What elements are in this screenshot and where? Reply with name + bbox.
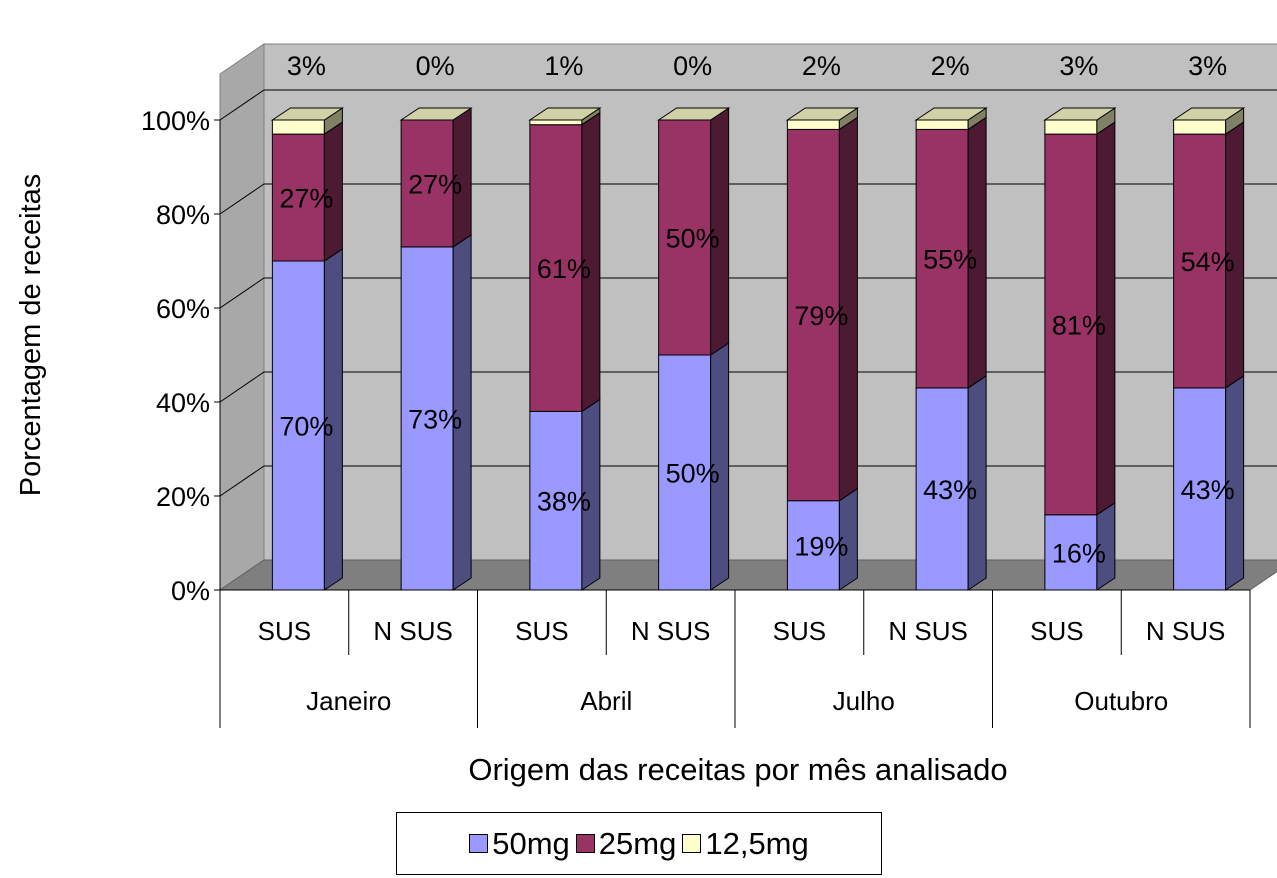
bar-top (528, 107, 602, 121)
bar-segment (786, 128, 840, 502)
bar-top (1171, 107, 1246, 121)
x-axis-title: Origem das receitas por mês analisado (468, 752, 1007, 787)
data-label: 0% (673, 51, 712, 81)
bar-segment (271, 133, 325, 262)
data-label: 38% (537, 487, 591, 517)
data-label: 43% (1181, 475, 1235, 505)
y-tick-label: 100% (141, 106, 210, 136)
plot-background (218, 43, 1277, 591)
side-wall (219, 43, 265, 591)
bar-top (270, 107, 345, 121)
x-tick-label: N SUS (1146, 616, 1225, 646)
data-label: 70% (279, 412, 333, 442)
x-group-label: Abril (580, 686, 632, 716)
bar-segment (529, 119, 583, 126)
bar-segment (786, 119, 840, 130)
legend-label-25mg: 25mg (598, 825, 677, 861)
bar-segment (1173, 133, 1227, 389)
x-tick-label: SUS (515, 616, 568, 646)
legend-swatch-25mg (575, 834, 595, 853)
data-label: 43% (923, 475, 977, 505)
legend-item-12-5mg: 12,5mg (682, 825, 809, 862)
y-tick-label: 20% (156, 482, 210, 512)
x-tick-label: N SUS (888, 616, 967, 646)
data-label: 3% (287, 51, 326, 81)
data-label: 27% (279, 184, 333, 214)
data-label: 50% (666, 459, 720, 489)
bar-segment (1173, 119, 1227, 135)
data-label: 1% (544, 51, 583, 81)
legend-item-50mg: 50mg (469, 826, 570, 862)
bar-segment (529, 410, 583, 591)
bar-segment (1044, 119, 1098, 135)
data-label: 0% (416, 51, 455, 81)
x-tick-label: SUS (1030, 616, 1083, 646)
data-label: 3% (1059, 51, 1098, 81)
bar-top (399, 107, 473, 121)
bar-segment (786, 500, 840, 591)
legend-item-25mg: 25mg (575, 825, 677, 862)
x-tick-label: SUS (773, 616, 826, 646)
data-label: 73% (408, 404, 462, 434)
data-label: 50% (666, 224, 720, 254)
legend-swatch-50mg (469, 834, 489, 853)
y-tick-label: 60% (156, 294, 210, 324)
data-label: 81% (1052, 310, 1106, 340)
bar-segment (915, 128, 969, 389)
x-tick-label: N SUS (373, 616, 452, 646)
bar-top (656, 107, 731, 121)
axes: 0% 20% 40% 60% 80% 100% SUS N SUS SUS N SUS SUS N S… (141, 106, 1251, 728)
bars (270, 107, 1246, 591)
bar-segment (400, 119, 454, 248)
data-label: 16% (1052, 538, 1106, 568)
bar-segment (271, 119, 325, 135)
x-tick-label: N SUS (631, 616, 710, 646)
data-label: 54% (1181, 247, 1235, 277)
data-labels: 70% 27% 3% 73% 27% 0% 38% 61% 1% 50% 50% 0% 19% 79% 2%… (279, 51, 1234, 568)
bar-top (785, 107, 860, 121)
x-group-label: Outubro (1074, 686, 1168, 716)
y-tick-label: 0% (171, 576, 210, 606)
bar-top (1043, 107, 1117, 121)
data-label: 19% (794, 531, 848, 561)
legend-label-50mg: 50mg (492, 825, 570, 861)
legend-swatch-12-5mg (682, 834, 702, 853)
data-label: 61% (537, 254, 591, 284)
data-label: 3% (1188, 51, 1227, 81)
data-label: 55% (923, 245, 977, 275)
x-tick-label: SUS (258, 616, 311, 646)
gridline (219, 89, 1277, 121)
y-axis-title: Porcentagem de receitas (15, 174, 47, 496)
legend: 50mg 25mg 12,5mg (396, 812, 882, 875)
x-group-label: Julho (833, 686, 895, 716)
x-group-label: Janeiro (306, 686, 391, 716)
legend-label-12-5mg: 12,5mg (705, 825, 809, 861)
bar-segment (915, 387, 969, 591)
bar-segment (400, 246, 454, 591)
data-label: 27% (408, 169, 462, 199)
y-tick-label: 80% (156, 200, 210, 230)
data-label: 2% (931, 51, 970, 81)
data-label: 79% (794, 301, 848, 331)
bar-top (914, 107, 988, 121)
bar-segment (915, 119, 969, 130)
data-label: 2% (802, 51, 841, 81)
floor (218, 559, 1277, 591)
y-tick-label: 40% (156, 388, 210, 418)
